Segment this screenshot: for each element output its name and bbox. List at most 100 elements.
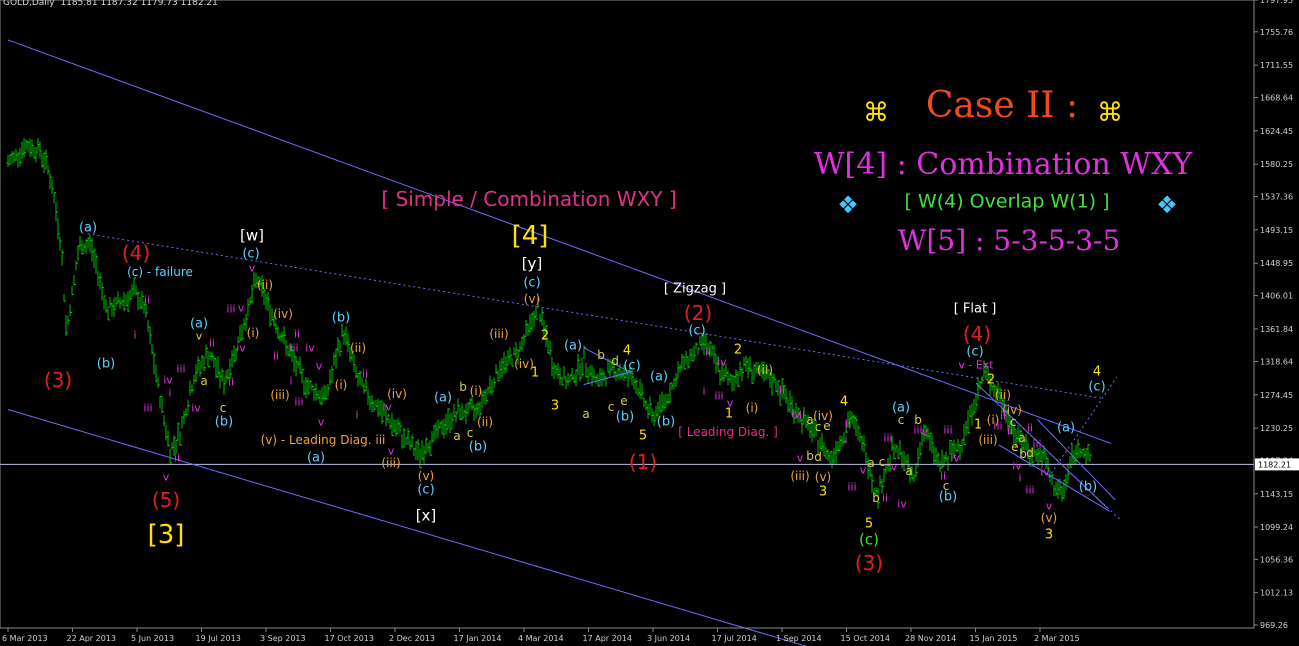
wave-label: c (814, 420, 822, 434)
wave-label: ii (143, 293, 151, 307)
wave-label: (a) (433, 390, 453, 406)
date-tick-label: 17 Jul 2014 (712, 634, 757, 643)
wave-label: e (1011, 440, 1019, 454)
wave-label: 2 (733, 342, 743, 358)
wave-label: (ii) (994, 388, 1012, 402)
wave-label: (b) (1078, 479, 1098, 495)
wave-label: (a) (189, 316, 209, 332)
wave-label: iv (382, 400, 392, 414)
wave-label: ii (939, 469, 947, 483)
wave-label: 3 (550, 398, 560, 414)
wave-label: (ii) (476, 415, 494, 429)
wave-label: c (1009, 415, 1017, 429)
wave-label: v (248, 261, 256, 275)
wave-label: iii (289, 341, 299, 355)
wave-label: e (823, 419, 831, 433)
wxy-dotted-line (87, 233, 1102, 399)
wave-label: [y] (521, 254, 543, 273)
wave-label: c (607, 400, 615, 414)
wave-label: c (897, 413, 905, 427)
date-tick-label: 15 Oct 2014 (841, 634, 890, 643)
wave-label: iii (847, 480, 857, 494)
date-tick-label: 4 Mar 2014 (518, 634, 564, 643)
wave-label: v (890, 460, 898, 474)
wave-label: (b) (615, 409, 635, 425)
wave-label: a (806, 413, 814, 427)
price-tick-label: 1493.15 (1260, 226, 1293, 235)
price-tick-label: 969.26 (1260, 621, 1288, 630)
price-tick-label: 1361.84 (1260, 325, 1293, 334)
price-tick-label: 1668.64 (1260, 94, 1293, 103)
wave-label: iv (1040, 465, 1050, 479)
small-2-line (998, 444, 1110, 512)
case-title: Case II : (925, 85, 1079, 126)
c-failure-label: (c) - failure (127, 265, 193, 279)
wave-label: 1 (973, 417, 983, 433)
wave-label: 3 (818, 484, 828, 500)
wave-label: (ii) (349, 341, 367, 355)
wave-label: b (459, 380, 467, 394)
wave-label: i (289, 374, 293, 388)
wave-label: (iv) (273, 307, 293, 321)
wave-label: i (355, 408, 359, 422)
wave-label: 5 (638, 428, 648, 444)
wave-label: ii (1026, 421, 1034, 435)
last-price-tag (1255, 458, 1299, 471)
price-tick-label: 1580.25 (1260, 160, 1293, 169)
wave-label: a (1018, 431, 1026, 445)
wave-label: (iv) (514, 357, 534, 371)
wave-label: (v) (417, 469, 435, 483)
leading-diag-label-1: (v) - Leading Diag. iii (260, 433, 386, 447)
diamond-icon-right: ❖ (1156, 191, 1178, 219)
wave-label: v - Ext (958, 358, 994, 372)
wave-label: a (453, 429, 461, 443)
price-tick-label: 1624.45 (1260, 127, 1293, 136)
ohlc-close: 1182.21 (180, 0, 218, 8)
wave-label: (i) (334, 378, 348, 392)
diamond-icon-left: ❖ (837, 191, 859, 219)
wave-label: (v) (814, 470, 832, 484)
wave-label: iv (305, 341, 315, 355)
wave-label: (iii) (978, 433, 998, 447)
case-symbol-left: ⌘ (863, 98, 889, 128)
price-tick-label: 1056.36 (1260, 555, 1293, 564)
wave-label: d (1026, 446, 1034, 460)
date-tick-label: 3 Jun 2014 (647, 634, 690, 643)
wave-label: (3) (43, 368, 73, 392)
wave-label: (c) (623, 358, 641, 374)
wave-label: v (387, 444, 395, 458)
wave-label: v (726, 396, 734, 410)
wave-label: 5 (864, 516, 874, 532)
wave-label: (c) (417, 482, 435, 498)
date-tick-label: 5 Jun 2013 (131, 634, 174, 643)
wave-label: (b) (331, 310, 351, 326)
wave-label: v (317, 415, 325, 429)
date-tick-label: 22 Apr 2013 (67, 634, 116, 643)
wave-label: iii (176, 362, 186, 376)
wave-label: (iv) (387, 387, 407, 401)
wave-label: b (806, 449, 814, 463)
wave-label: 4 (1092, 364, 1102, 380)
w5-title: W[5] : 5-3-5-3-5 (897, 224, 1121, 257)
wave-label: c (878, 455, 886, 469)
wave-label: iv (791, 407, 801, 421)
wave-label: (4) (121, 241, 151, 265)
date-tick-label: 17 Apr 2014 (583, 634, 632, 643)
wave-label: iii (714, 389, 724, 403)
wave-label: (i) (986, 413, 1000, 427)
wave-label: [w] (240, 226, 264, 245)
small-5-dotted-line (1048, 376, 1118, 478)
wave-label: (4) (962, 322, 992, 346)
date-tick-label: 15 Jan 2015 (970, 634, 1018, 643)
wave-label: v (162, 470, 170, 484)
symbol-label: GOLD,Daily (3, 0, 55, 8)
wave-label: (a) (78, 220, 98, 236)
price-tick-label: 1230.25 (1260, 424, 1293, 433)
w4-overlap-note: [ W(4) Overlap W(1) ] (904, 190, 1110, 213)
wave-label: (b) (96, 356, 116, 372)
wave-label: v (237, 301, 245, 315)
price-tick-label: 1274.45 (1260, 391, 1293, 400)
wave-label: ii (293, 327, 301, 341)
wave-label: i (133, 328, 137, 342)
